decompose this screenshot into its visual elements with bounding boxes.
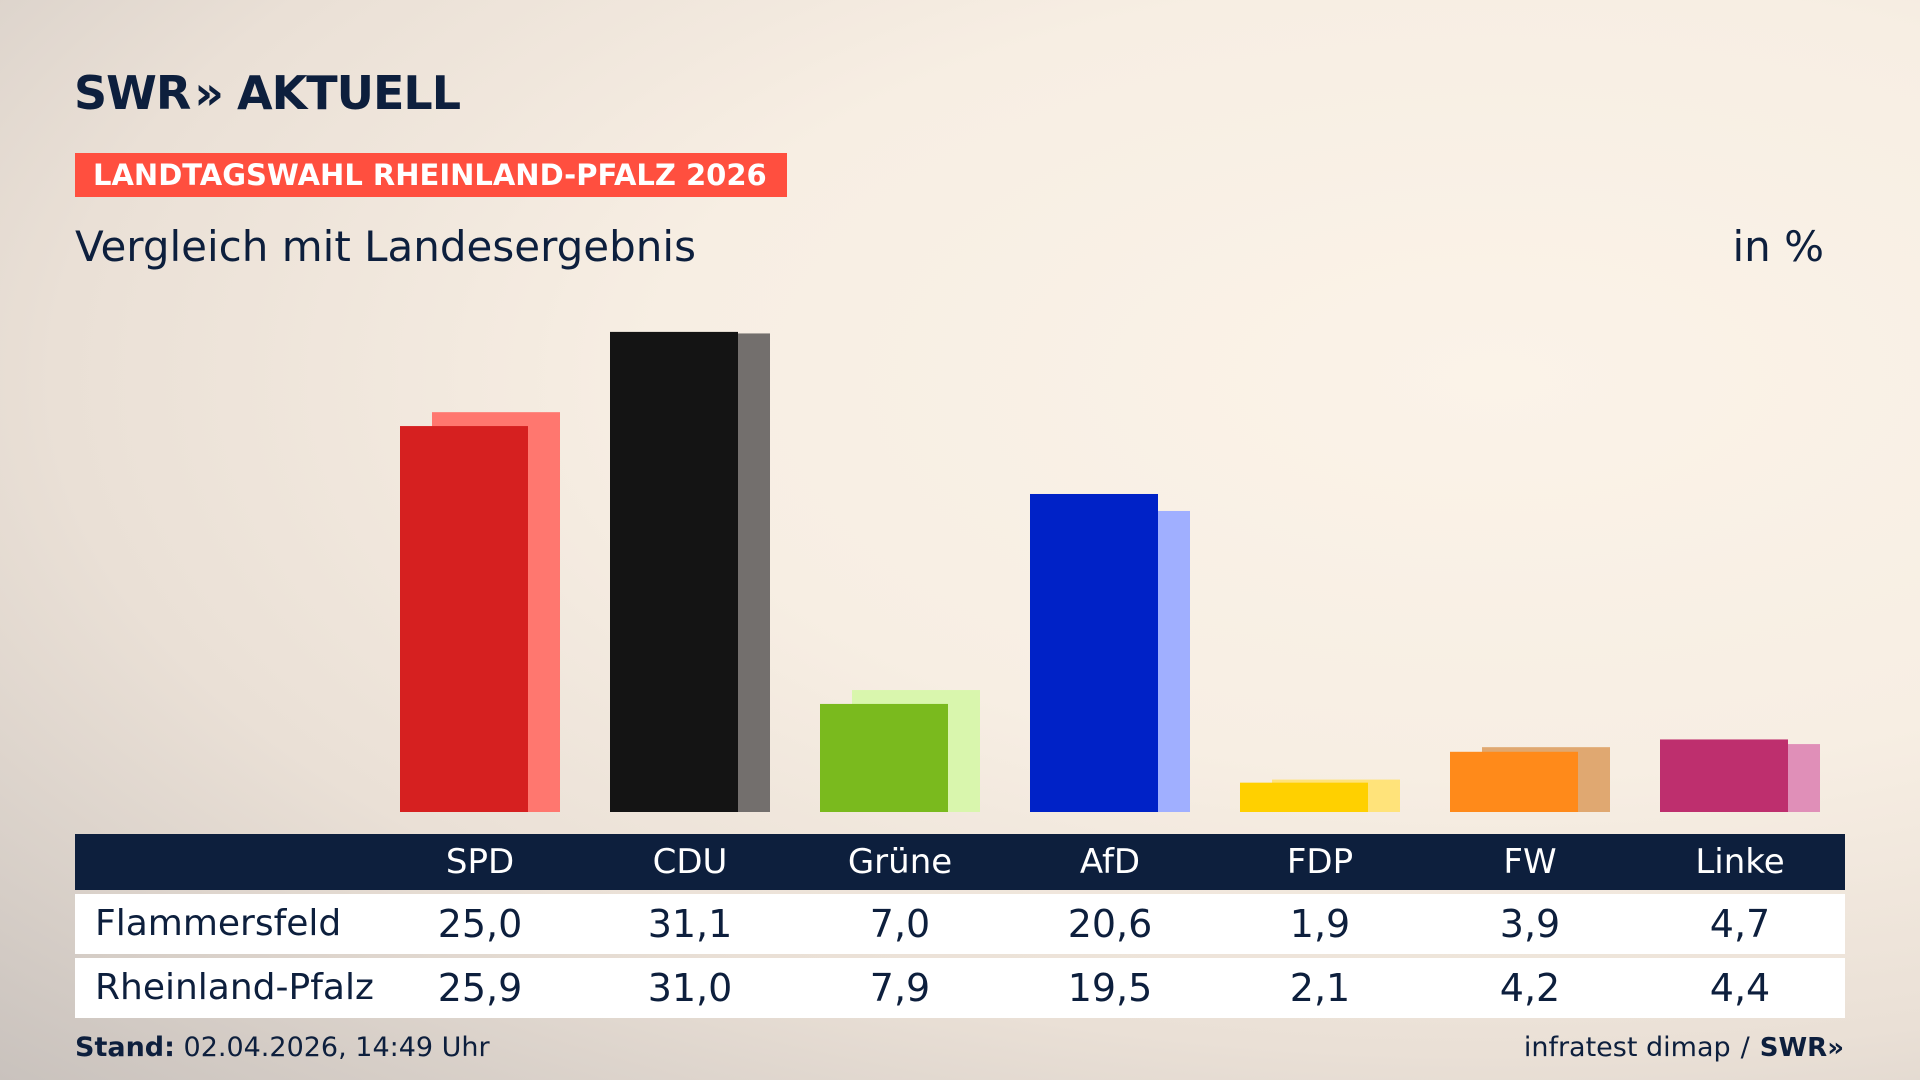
- party-header: FDP: [1286, 842, 1354, 882]
- source-name: infratest dimap: [1523, 1032, 1731, 1063]
- bar-flammersfeld-4: [1240, 782, 1368, 812]
- bar-flammersfeld-2: [820, 703, 948, 812]
- bar-flammersfeld-1: [610, 331, 738, 812]
- value-cell: 25,9: [437, 966, 523, 1010]
- chevron-icon: »: [194, 66, 224, 120]
- source-separator: /: [1740, 1032, 1750, 1063]
- stand-label: Stand:: [75, 1032, 175, 1063]
- swr-small-logo: SWR»: [1759, 1032, 1844, 1063]
- value-cell: 19,5: [1067, 966, 1153, 1010]
- value-cell: 3,9: [1499, 902, 1561, 946]
- table-header: SPD CDU Grüne AfD FDP FW Linke: [75, 834, 1845, 890]
- party-header: AfD: [1079, 842, 1141, 882]
- party-header: Linke: [1695, 842, 1785, 882]
- stand-value: 02.04.2026, 14:49 Uhr: [183, 1032, 490, 1063]
- brand-name: SWR: [74, 66, 191, 120]
- results-table: SPD CDU Grüne AfD FDP FW Linke Flammersfeld 25…: [75, 834, 1845, 1018]
- row-label: Flammersfeld: [95, 903, 342, 944]
- party-header: CDU: [652, 842, 728, 882]
- bar-flammersfeld-3: [1030, 493, 1158, 812]
- bar-chart: [400, 331, 1820, 812]
- source-info: infratest dimap / SWR»: [1524, 1032, 1844, 1063]
- unit-label: in %: [1732, 222, 1824, 271]
- value-cell: 4,4: [1709, 966, 1771, 1010]
- swr-aktuell-logo: SWR » AKTUELL: [74, 66, 461, 120]
- value-cell: 7,0: [869, 902, 931, 946]
- brand-product: AKTUELL: [237, 66, 461, 120]
- party-header: Grüne: [847, 842, 953, 882]
- chart-subtitle: Vergleich mit Landesergebnis: [75, 222, 696, 271]
- table-row: Rheinland-Pfalz 25,9 31,0 7,9 19,5 2,1 4,2 4,4: [75, 958, 1845, 1018]
- table-row: Flammersfeld 25,0 31,1 7,0 20,6 1,9 3,9 4,7: [75, 894, 1845, 954]
- party-header: FW: [1503, 842, 1557, 882]
- value-cell: 31,1: [647, 902, 733, 946]
- party-header: SPD: [445, 842, 515, 882]
- value-cell: 4,7: [1709, 902, 1771, 946]
- value-cell: 1,9: [1289, 902, 1351, 946]
- value-cell: 20,6: [1067, 902, 1153, 946]
- value-cell: 4,2: [1499, 966, 1561, 1010]
- value-cell: 7,9: [869, 966, 931, 1010]
- row-label: Rheinland-Pfalz: [95, 967, 374, 1008]
- bar-flammersfeld-5: [1450, 751, 1578, 812]
- kicker-badge: LANDTAGSWAHL RHEINLAND-PFALZ 2026: [75, 153, 787, 197]
- value-cell: 2,1: [1289, 966, 1351, 1010]
- bar-flammersfeld-6: [1660, 739, 1788, 812]
- value-cell: 31,0: [647, 966, 733, 1010]
- bar-flammersfeld-0: [400, 426, 528, 812]
- stand-info: Stand: 02.04.2026, 14:49 Uhr: [75, 1032, 490, 1063]
- value-cell: 25,0: [437, 902, 523, 946]
